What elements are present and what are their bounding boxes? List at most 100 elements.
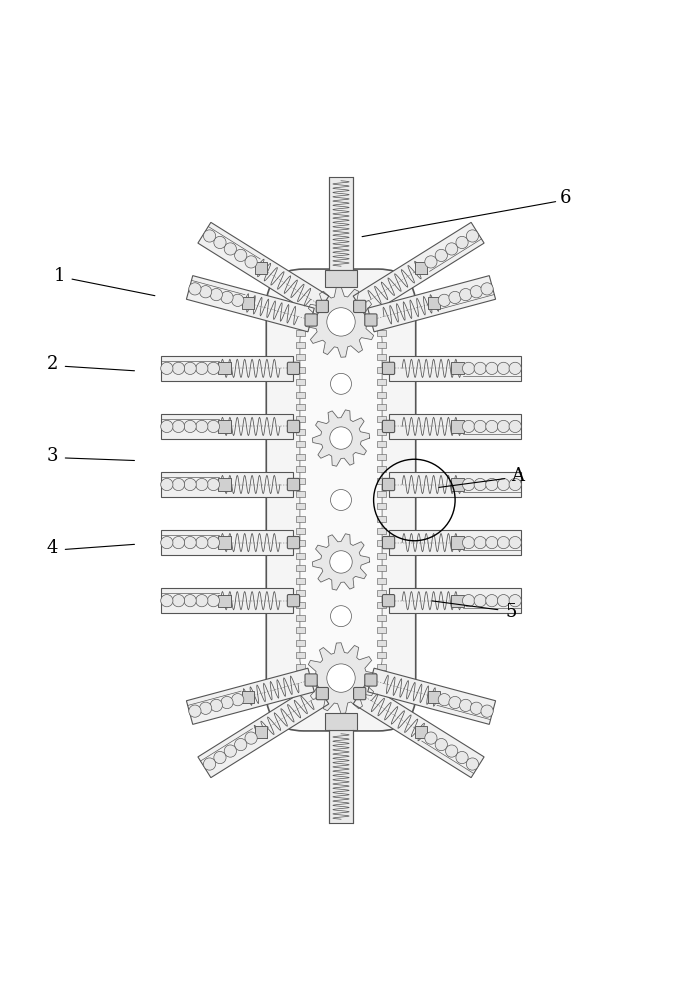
Circle shape	[509, 478, 521, 491]
FancyBboxPatch shape	[383, 478, 395, 491]
Circle shape	[509, 536, 521, 549]
Bar	[297, 330, 306, 336]
Circle shape	[474, 478, 486, 491]
Bar	[297, 578, 306, 584]
Polygon shape	[198, 683, 329, 778]
FancyBboxPatch shape	[242, 691, 254, 703]
Circle shape	[486, 362, 498, 374]
FancyBboxPatch shape	[415, 262, 427, 274]
FancyBboxPatch shape	[316, 687, 329, 700]
Circle shape	[173, 362, 185, 374]
Circle shape	[232, 294, 244, 306]
Circle shape	[497, 478, 509, 491]
Circle shape	[232, 694, 244, 706]
Text: A: A	[511, 467, 524, 485]
FancyBboxPatch shape	[383, 420, 395, 433]
Bar	[297, 404, 306, 410]
Circle shape	[207, 595, 220, 607]
Circle shape	[462, 536, 475, 549]
Circle shape	[214, 236, 226, 249]
Text: 6: 6	[559, 189, 571, 207]
Circle shape	[462, 478, 475, 491]
Polygon shape	[161, 356, 293, 381]
Bar	[297, 503, 306, 509]
Circle shape	[235, 738, 247, 751]
Bar	[376, 466, 385, 472]
FancyBboxPatch shape	[451, 362, 464, 374]
Circle shape	[331, 490, 351, 510]
FancyBboxPatch shape	[218, 362, 231, 374]
Polygon shape	[353, 683, 484, 778]
Bar	[297, 664, 306, 670]
Circle shape	[466, 758, 479, 770]
Polygon shape	[186, 668, 314, 724]
Bar	[297, 640, 306, 646]
Circle shape	[214, 751, 226, 764]
Circle shape	[474, 362, 486, 374]
Circle shape	[161, 595, 173, 607]
Circle shape	[509, 595, 521, 607]
Circle shape	[207, 362, 220, 374]
FancyBboxPatch shape	[255, 262, 267, 274]
Bar	[376, 367, 385, 373]
Circle shape	[497, 536, 509, 549]
Bar	[376, 553, 385, 559]
Text: 5: 5	[505, 603, 516, 621]
FancyBboxPatch shape	[287, 362, 299, 374]
Circle shape	[235, 249, 247, 262]
Bar	[376, 478, 385, 484]
FancyBboxPatch shape	[383, 595, 395, 607]
Circle shape	[196, 420, 208, 433]
FancyBboxPatch shape	[218, 420, 231, 433]
Circle shape	[425, 732, 437, 744]
FancyBboxPatch shape	[287, 420, 299, 433]
Circle shape	[449, 696, 461, 709]
Bar	[297, 528, 306, 534]
Polygon shape	[161, 472, 293, 497]
Circle shape	[196, 362, 208, 374]
Bar	[297, 441, 306, 447]
Bar	[297, 342, 306, 348]
Circle shape	[210, 288, 222, 301]
Circle shape	[435, 249, 447, 262]
Circle shape	[466, 230, 479, 242]
Bar	[376, 540, 385, 546]
Bar	[297, 602, 306, 608]
Circle shape	[224, 745, 237, 757]
Circle shape	[224, 243, 237, 255]
Bar	[297, 553, 306, 559]
FancyBboxPatch shape	[365, 314, 377, 326]
FancyBboxPatch shape	[255, 726, 267, 738]
Circle shape	[207, 420, 220, 433]
Circle shape	[331, 606, 351, 627]
Bar	[376, 590, 385, 596]
Bar	[329, 177, 353, 270]
Circle shape	[474, 595, 486, 607]
Circle shape	[471, 286, 482, 298]
Bar	[297, 416, 306, 422]
Polygon shape	[306, 643, 376, 713]
Circle shape	[456, 751, 468, 764]
Circle shape	[438, 294, 450, 306]
Bar	[376, 454, 385, 460]
Circle shape	[460, 288, 472, 301]
Circle shape	[161, 420, 173, 433]
Text: 4: 4	[46, 539, 58, 557]
Polygon shape	[389, 472, 521, 497]
FancyBboxPatch shape	[300, 321, 382, 679]
Circle shape	[196, 536, 208, 549]
Bar	[376, 491, 385, 497]
Circle shape	[438, 694, 450, 706]
Circle shape	[245, 256, 257, 268]
Circle shape	[184, 478, 196, 491]
FancyBboxPatch shape	[428, 691, 440, 703]
Circle shape	[173, 595, 185, 607]
Circle shape	[425, 256, 437, 268]
FancyBboxPatch shape	[428, 297, 440, 309]
FancyBboxPatch shape	[305, 674, 317, 686]
Bar	[297, 590, 306, 596]
Bar	[376, 330, 385, 336]
Circle shape	[184, 536, 196, 549]
Circle shape	[173, 420, 185, 433]
Circle shape	[486, 536, 498, 549]
